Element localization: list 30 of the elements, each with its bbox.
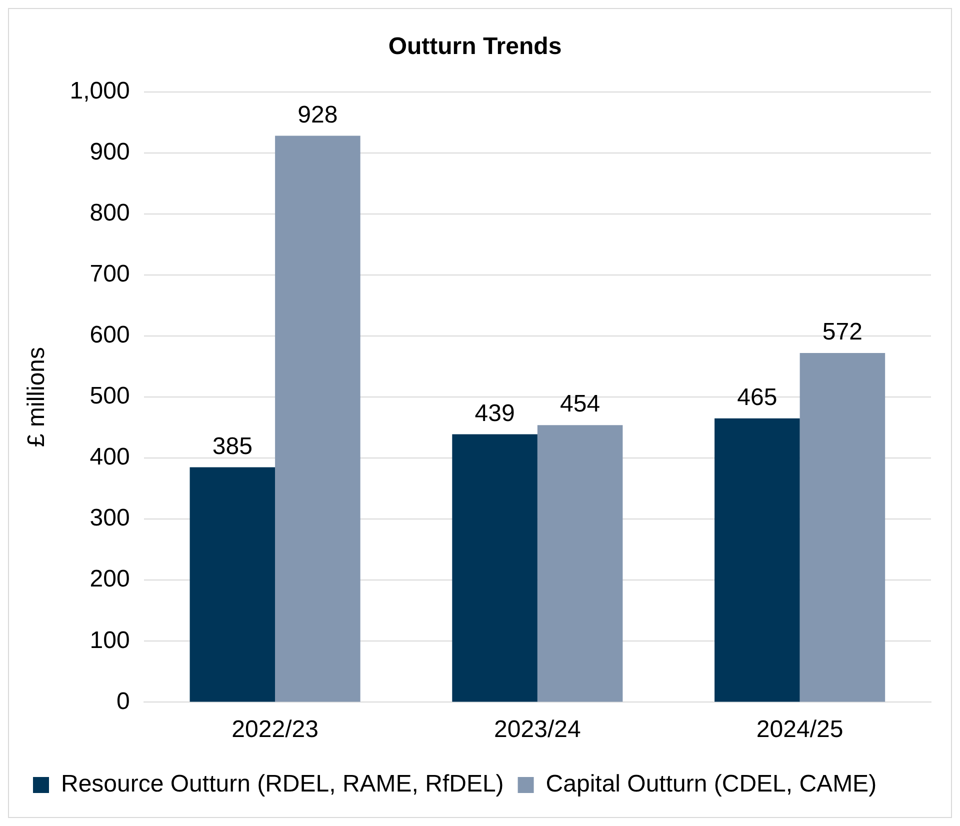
bar — [800, 353, 886, 702]
y-tick-label: 400 — [90, 444, 130, 471]
y-tick-label: 100 — [90, 626, 130, 654]
bar — [275, 136, 360, 702]
bar — [190, 467, 276, 702]
bar — [537, 425, 623, 702]
y-tick-label: 300 — [90, 504, 130, 532]
y-tick-label: 200 — [90, 566, 130, 593]
data-label: 572 — [822, 318, 862, 346]
y-tick-label: 600 — [90, 322, 130, 349]
y-tick-label: 900 — [90, 138, 130, 166]
y-tick-label: 500 — [90, 382, 130, 410]
bar — [714, 418, 800, 702]
y-tick-label: 800 — [90, 200, 130, 227]
data-label: 928 — [298, 101, 338, 128]
legend-label: Capital Outturn (CDEL, CAME) — [546, 770, 877, 798]
data-label: 454 — [560, 390, 600, 418]
x-tick-label: 2024/25 — [756, 716, 844, 744]
y-tick-label: 0 — [116, 688, 130, 715]
data-label: 439 — [474, 400, 515, 427]
chart-title: Outturn Trends — [388, 33, 562, 60]
y-tick-label: 700 — [90, 260, 130, 288]
x-tick-label: 2023/24 — [494, 716, 581, 744]
y-tick-label: 1,000 — [70, 77, 130, 104]
data-label: 385 — [212, 432, 252, 460]
data-label: 465 — [737, 384, 778, 411]
x-tick-label: 2022/23 — [232, 716, 318, 744]
y-axis-title: £ millions — [23, 346, 50, 448]
legend-label: Resource Outturn (RDEL, RAME, RfDEL) — [61, 770, 504, 798]
bar — [452, 434, 538, 702]
